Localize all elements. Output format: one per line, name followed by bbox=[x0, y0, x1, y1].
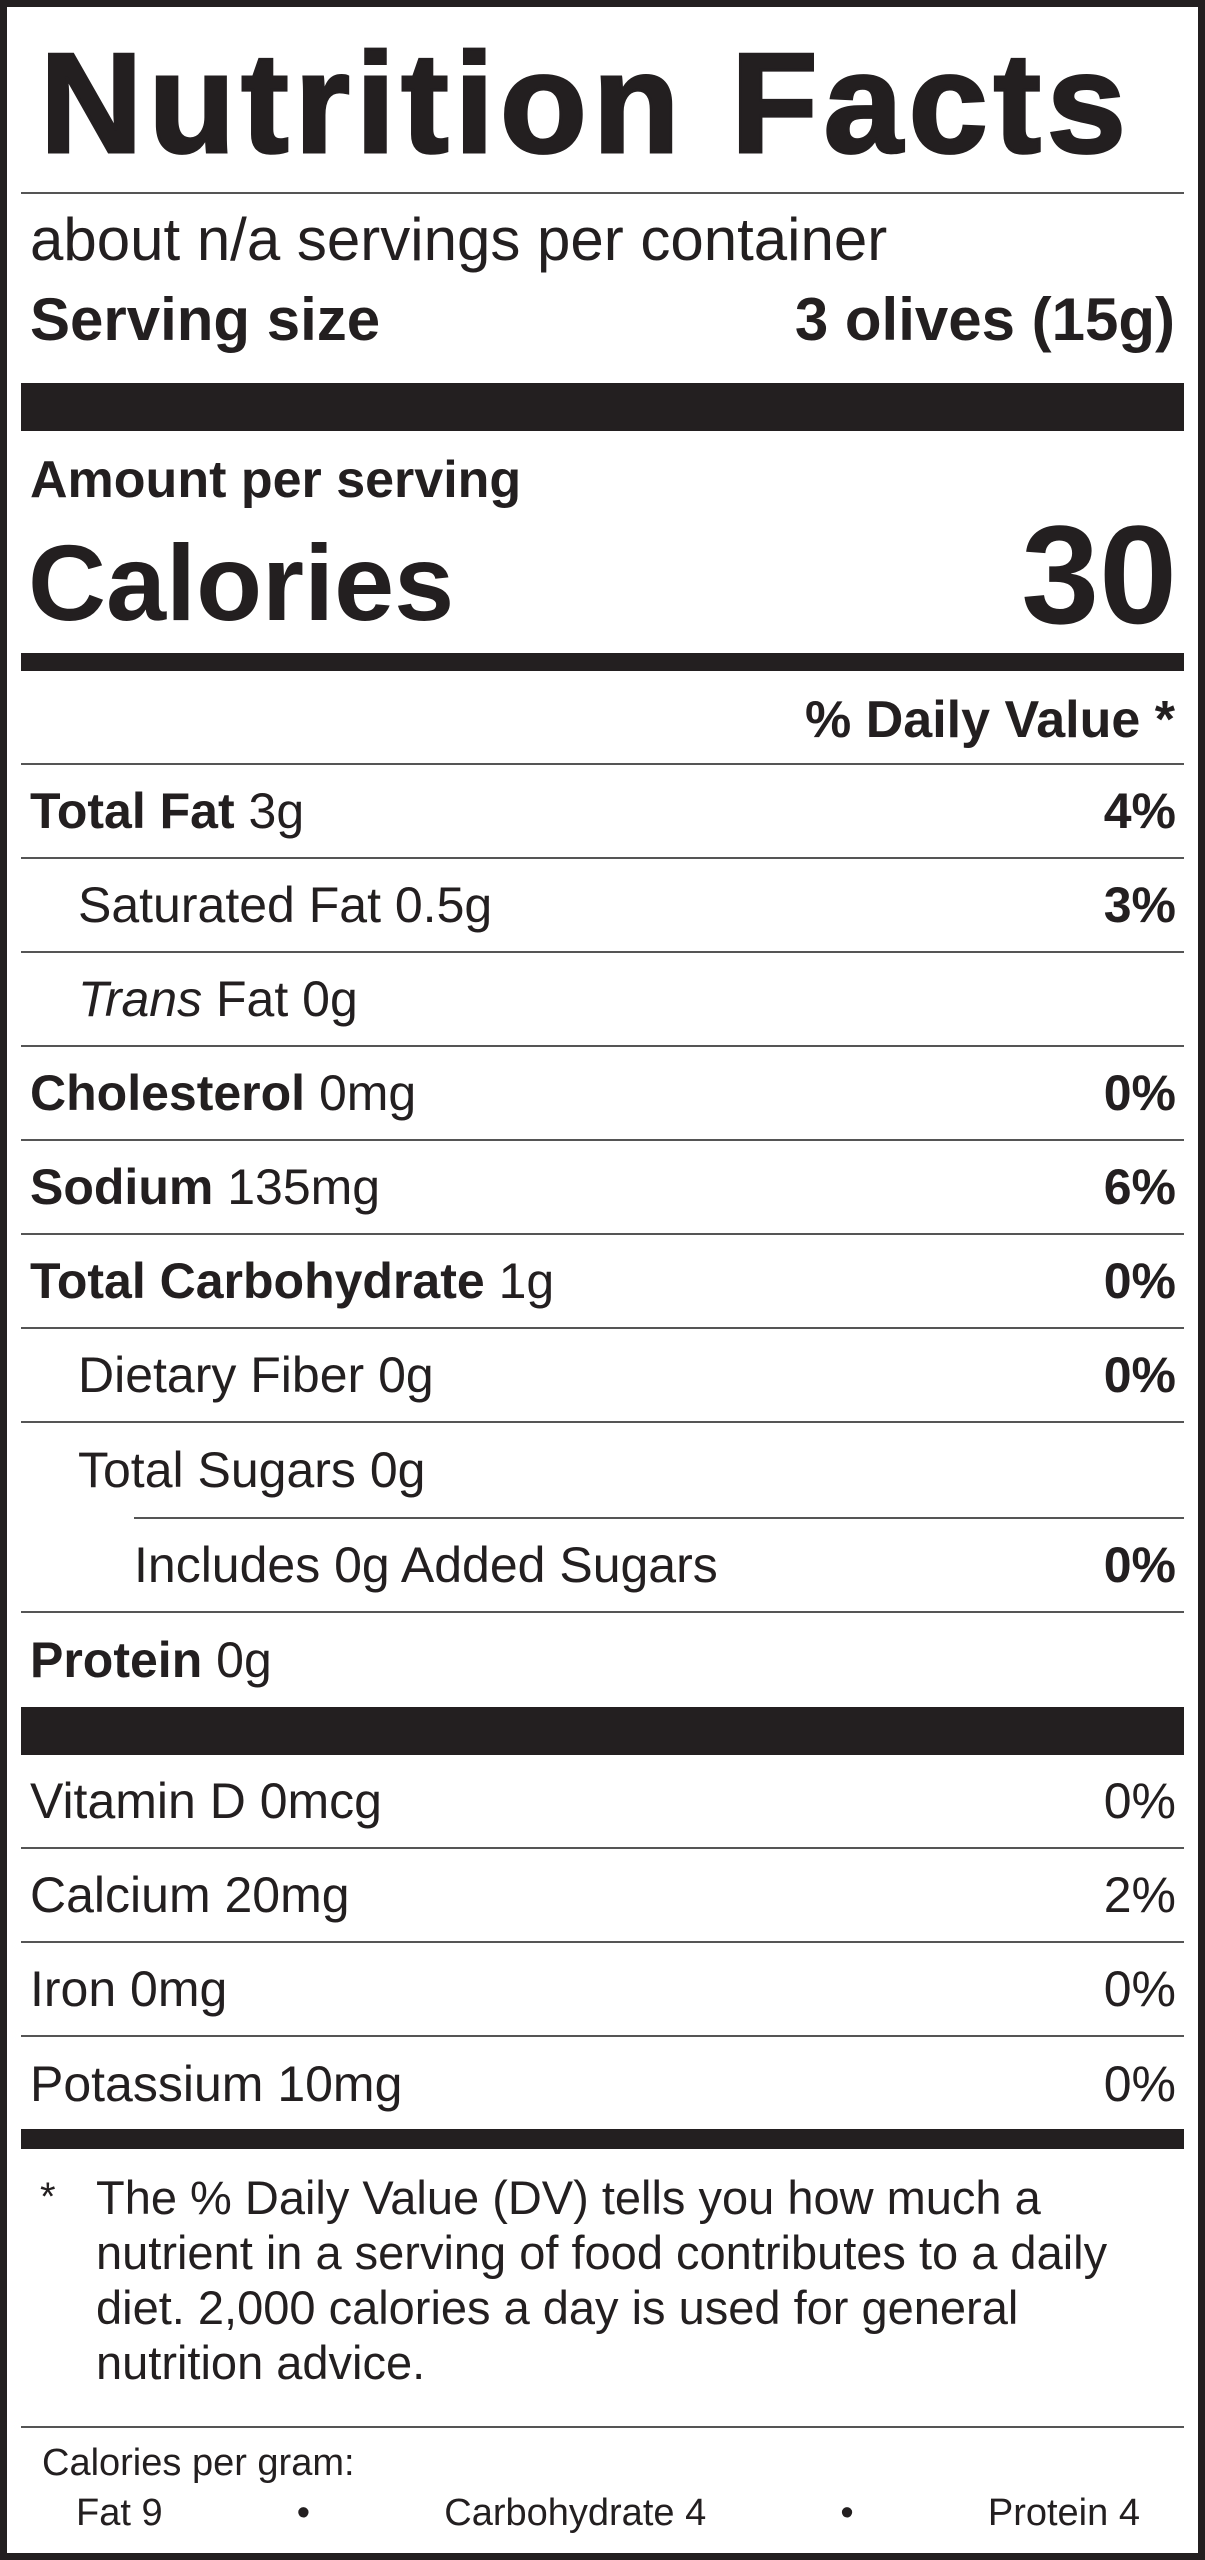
divider bbox=[21, 192, 1184, 194]
vitamin-row-potassium: Potassium 10mg 0% bbox=[21, 2037, 1184, 2131]
nutrient-row-total-sugars: Total Sugars 0g bbox=[21, 1423, 1184, 1517]
nutrient-amount: 0g bbox=[378, 1347, 434, 1403]
calories-value: 30 bbox=[1021, 496, 1177, 653]
nutrient-dv: 3% bbox=[1103, 877, 1176, 933]
medium-divider bbox=[21, 2129, 1184, 2149]
nutrient-name: Total Carbohydrate bbox=[30, 1253, 485, 1309]
nutrient-amount: 135mg bbox=[227, 1159, 381, 1215]
nutrient-name: Dietary Fiber bbox=[78, 1347, 365, 1403]
nutrient-amount: 0g bbox=[369, 1442, 426, 1498]
nutrient-name: Protein bbox=[30, 1632, 203, 1688]
nutrient-row-sodium: Sodium 135mg 6% bbox=[21, 1141, 1184, 1235]
calories-per-gram-values: Fat 9 • Carbohydrate 4 • Protein 4 bbox=[40, 2492, 1140, 2535]
bullet-separator: • bbox=[296, 2492, 311, 2534]
nutrient-row-total-fat: Total Fat 3g 4% bbox=[21, 765, 1184, 859]
nutrient-dv: 4% bbox=[1103, 783, 1176, 839]
nutrient-row-added-sugars: Includes 0g Added Sugars 0% bbox=[21, 1519, 1184, 1613]
nutrient-name: Total Sugars bbox=[78, 1442, 356, 1498]
vitamin-label: Calcium 20mg bbox=[30, 1867, 350, 1923]
calories-label: Calories bbox=[28, 522, 455, 643]
nutrient-name: Trans bbox=[78, 971, 203, 1027]
nutrient-row-dietary-fiber: Dietary Fiber 0g 0% bbox=[21, 1329, 1184, 1423]
vitamin-dv: 0% bbox=[1103, 1961, 1176, 2017]
divider bbox=[134, 1517, 1184, 1519]
nutrient-name: Includes 0g Added Sugars bbox=[134, 1537, 718, 1593]
nutrient-amount: 0g bbox=[302, 971, 358, 1027]
vitamin-label: Potassium 10mg bbox=[30, 2056, 403, 2112]
medium-divider bbox=[21, 653, 1184, 671]
nutrient-amount: 0g bbox=[216, 1632, 272, 1688]
fat-per-gram: Fat 9 bbox=[76, 2492, 163, 2534]
nutrient-name: Sodium bbox=[30, 1159, 214, 1215]
servings-per-container: about n/a servings per container bbox=[30, 206, 888, 273]
nutrient-row-cholesterol: Cholesterol 0mg 0% bbox=[21, 1047, 1184, 1141]
nutrient-row-trans-fat: Trans Fat 0g bbox=[21, 953, 1184, 1047]
footnote-text: The % Daily Value (DV) tells you how muc… bbox=[96, 2171, 1108, 2389]
divider bbox=[21, 2426, 1184, 2428]
divider bbox=[21, 763, 1184, 765]
label-title: Nutrition Facts bbox=[39, 23, 1132, 185]
nutrient-row-saturated-fat: Saturated Fat 0.5g 3% bbox=[21, 859, 1184, 953]
thick-divider bbox=[21, 383, 1184, 431]
bullet-separator: • bbox=[840, 2492, 854, 2534]
vitamin-dv: 0% bbox=[1103, 1773, 1176, 1829]
nutrient-name-suffix: Fat bbox=[216, 971, 289, 1027]
footnote: * The % Daily Value (DV) tells you how m… bbox=[30, 2170, 1150, 2390]
nutrient-name: Total Fat bbox=[30, 783, 235, 839]
nutrient-amount: 0mg bbox=[318, 1065, 417, 1121]
vitamin-row-iron: Iron 0mg 0% bbox=[21, 1943, 1184, 2037]
vitamin-dv: 2% bbox=[1103, 1867, 1176, 1923]
serving-size-value: 3 olives (15g) bbox=[794, 286, 1175, 353]
amount-per-serving: Amount per serving bbox=[30, 451, 522, 509]
nutrient-name: Saturated Fat bbox=[78, 877, 381, 933]
nutrient-dv: 0% bbox=[1103, 1347, 1176, 1403]
vitamin-label: Vitamin D 0mcg bbox=[30, 1773, 382, 1829]
footnote-marker: * bbox=[40, 2175, 56, 2219]
thick-divider bbox=[21, 1707, 1184, 1755]
nutrient-amount: 3g bbox=[248, 783, 305, 839]
nutrient-row-protein: Protein 0g bbox=[21, 1613, 1184, 1707]
vitamin-label: Iron 0mg bbox=[30, 1961, 228, 2017]
nutrient-dv: 6% bbox=[1103, 1159, 1176, 1215]
nutrient-name: Cholesterol bbox=[30, 1065, 306, 1121]
nutrient-dv: 0% bbox=[1103, 1537, 1176, 1593]
carb-per-gram: Carbohydrate 4 bbox=[444, 2492, 707, 2534]
vitamin-row-vitamin-d: Vitamin D 0mcg 0% bbox=[21, 1755, 1184, 1849]
nutrient-amount: 0.5g bbox=[394, 877, 493, 933]
daily-value-header: % Daily Value * bbox=[805, 691, 1175, 749]
nutrient-row-total-carbohydrate: Total Carbohydrate 1g 0% bbox=[21, 1235, 1184, 1329]
vitamin-dv: 0% bbox=[1103, 2056, 1176, 2112]
nutrient-dv: 0% bbox=[1103, 1065, 1176, 1121]
serving-size-label: Serving size bbox=[30, 286, 381, 353]
nutrient-dv: 0% bbox=[1103, 1253, 1176, 1309]
vitamin-row-calcium: Calcium 20mg 2% bbox=[21, 1849, 1184, 1943]
calories-per-gram-label: Calories per gram: bbox=[42, 2442, 355, 2484]
nutrient-amount: 1g bbox=[498, 1253, 555, 1309]
protein-per-gram: Protein 4 bbox=[987, 2492, 1140, 2534]
